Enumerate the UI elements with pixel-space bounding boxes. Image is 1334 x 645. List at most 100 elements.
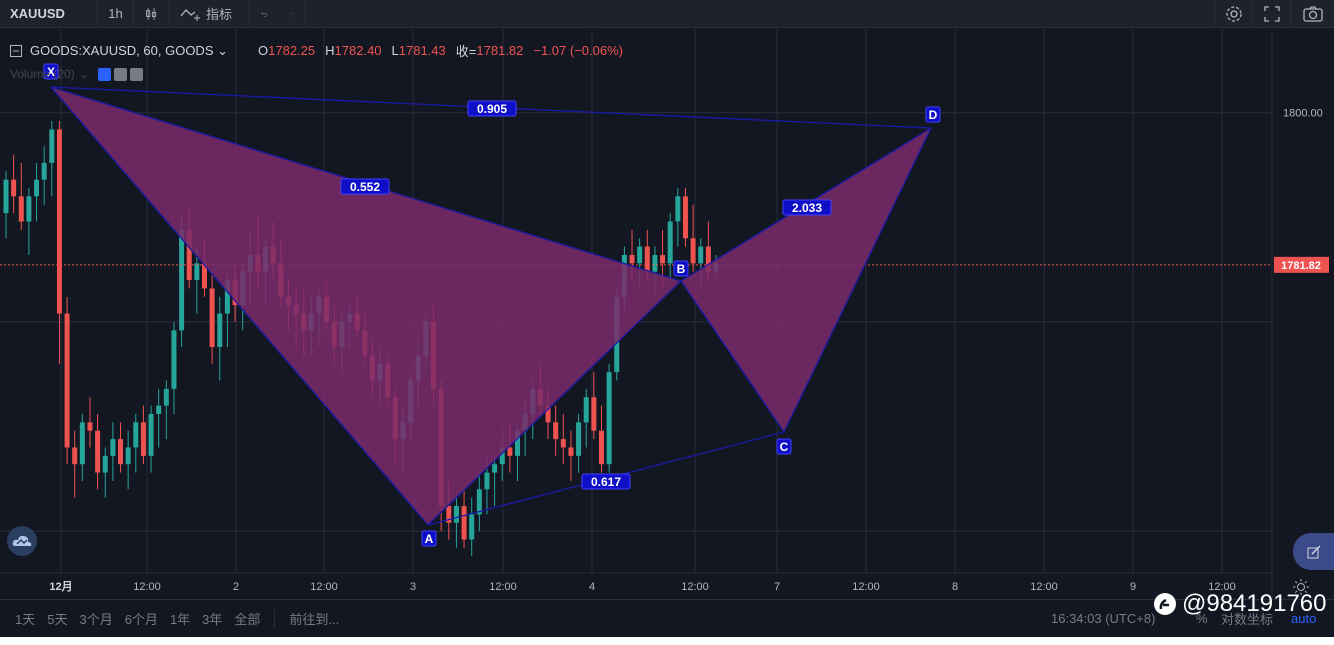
point-b-label-bg[interactable]	[673, 260, 689, 277]
time-axis-label: 9	[1130, 581, 1136, 593]
candle-body	[644, 246, 650, 272]
point-x-label[interactable]: X	[47, 65, 55, 79]
logo-button[interactable]	[7, 526, 37, 556]
candle-body	[453, 506, 459, 523]
candle-body	[606, 372, 612, 465]
ratio-ac-label-bg[interactable]	[581, 473, 631, 490]
settings-button[interactable]	[1214, 0, 1252, 28]
legend-symbol-text: GOODS:XAUUSD, 60, GOODS	[30, 42, 214, 58]
candle-body	[507, 447, 513, 456]
visibility-icon[interactable]	[97, 67, 111, 81]
undo-button[interactable]	[250, 0, 278, 28]
indicator-icon	[180, 8, 200, 21]
symbol-search-button[interactable]: XAUUSD	[0, 0, 98, 28]
drawing-edit-button[interactable]	[1293, 533, 1334, 570]
chart-type-button[interactable]	[134, 0, 170, 28]
candle-body	[95, 430, 101, 473]
clock-timezone[interactable]: 16:34:03 (UTC+8)	[1051, 611, 1156, 626]
range-button[interactable]: 全部	[234, 612, 261, 627]
point-d-label-bg[interactable]	[925, 106, 941, 123]
candle-body	[171, 330, 177, 389]
candle-body	[118, 439, 124, 465]
range-button[interactable]: 1天	[15, 612, 36, 627]
candle-body	[201, 263, 207, 289]
candle-body	[705, 246, 711, 272]
candle-body	[652, 254, 658, 272]
ratio-xd-label-bg[interactable]	[467, 100, 517, 117]
pattern-xab-fill[interactable]	[51, 87, 681, 525]
price-level-label: 1800.00	[1283, 108, 1323, 120]
ratio-bd-label[interactable]: 2.033	[792, 201, 822, 215]
volume-legend[interactable]: Volume (20) ⌄	[10, 67, 143, 81]
fullscreen-button[interactable]	[1252, 0, 1290, 28]
time-axis-label: 12:00	[489, 581, 517, 593]
range-button[interactable]: 5天	[47, 612, 68, 627]
interval-button[interactable]: 1h	[98, 0, 134, 28]
high-label: H	[325, 43, 335, 58]
candle-body	[56, 129, 62, 314]
ratio-xb-label-bg[interactable]	[340, 178, 390, 195]
redo-icon	[288, 11, 294, 16]
candle-body	[568, 447, 574, 456]
axis-settings-button[interactable]	[1292, 578, 1310, 596]
pattern-leg-cd[interactable]	[783, 127, 932, 433]
point-x-label-bg[interactable]	[43, 63, 59, 80]
candle-body	[499, 447, 505, 465]
point-b-label[interactable]: B	[677, 262, 686, 276]
range-button[interactable]: 6个月	[124, 612, 158, 627]
ratio-bd-label-bg[interactable]	[782, 199, 832, 216]
candle-body	[41, 162, 47, 180]
undo-icon	[261, 11, 268, 17]
pattern-leg-ab[interactable]	[427, 280, 682, 526]
edit-icon	[1307, 544, 1321, 558]
chart-legend: GOODS:XAUUSD, 60, GOODS ⌄ O 1782.25 H 1782…	[10, 41, 633, 60]
open-value: 1782.25	[268, 43, 316, 58]
fullscreen-icon	[1263, 6, 1280, 22]
settings-small-icon[interactable]	[113, 67, 127, 81]
pattern-bcd-fill[interactable]	[681, 128, 931, 432]
candle-body	[667, 221, 673, 264]
collapse-icon[interactable]	[10, 44, 22, 57]
watermark-text: @984191760	[1182, 590, 1327, 617]
candle-body	[476, 489, 482, 515]
log-scale-toggle[interactable]: 对数坐标	[1221, 612, 1274, 627]
point-d-label[interactable]: D	[929, 108, 938, 122]
point-c-label[interactable]: C	[780, 440, 789, 454]
pattern-leg-xa[interactable]	[50, 86, 429, 526]
point-a-label-bg[interactable]	[421, 530, 437, 547]
time-axis-label: 8	[952, 581, 958, 593]
chart-canvas[interactable]: X A B C D 0.552 0.617 2.033 0.905 1800.00 1781.82 1…	[0, 29, 1334, 598]
chart-area[interactable]: X A B C D 0.552 0.617 2.033 0.905 1800.00 1781.82 1…	[0, 29, 1334, 598]
time-axis-label: 12:00	[681, 581, 709, 593]
pattern-leg-bc[interactable]	[680, 280, 785, 433]
auto-scale-toggle[interactable]: auto	[1291, 611, 1317, 626]
legend-symbol[interactable]: GOODS:XAUUSD, 60, GOODS ⌄	[30, 42, 229, 58]
ratio-ac-label[interactable]: 0.617	[591, 475, 621, 489]
candle-body	[186, 229, 192, 281]
low-value: 1781.43	[398, 43, 446, 58]
candle-body	[690, 238, 696, 264]
point-a-label[interactable]: A	[425, 532, 434, 546]
candle-body	[545, 405, 551, 423]
volume-chevron-icon: ⌄	[78, 67, 89, 81]
point-c-label-bg[interactable]	[776, 438, 792, 455]
indicators-button[interactable]: 指标	[170, 0, 250, 28]
current-price-label: 1781.82	[1281, 260, 1321, 272]
ratio-xd-label[interactable]: 0.905	[477, 102, 507, 116]
candle-body	[469, 514, 475, 540]
bottom-toolbar: 1天 5天 3个月 6个月 1年 3年 全部 前往到... 16:34:03 (UTC+8)…	[0, 599, 1334, 637]
range-button[interactable]: 1年	[169, 612, 191, 627]
percent-toggle[interactable]: %	[1196, 611, 1208, 626]
snapshot-button[interactable]	[1290, 0, 1334, 28]
candle-body	[682, 196, 688, 239]
watermark: @984191760	[1152, 590, 1327, 618]
goto-date-button[interactable]: 前往到...	[289, 612, 340, 627]
ratio-xb-label[interactable]: 0.552	[350, 180, 380, 194]
candle-body	[209, 288, 215, 348]
range-button[interactable]: 3年	[202, 612, 223, 627]
redo-button[interactable]	[278, 0, 306, 28]
candle-body	[484, 472, 490, 490]
range-button[interactable]: 3个月	[79, 612, 113, 627]
high-value: 1782.40	[334, 43, 382, 58]
remove-icon[interactable]	[129, 67, 143, 81]
